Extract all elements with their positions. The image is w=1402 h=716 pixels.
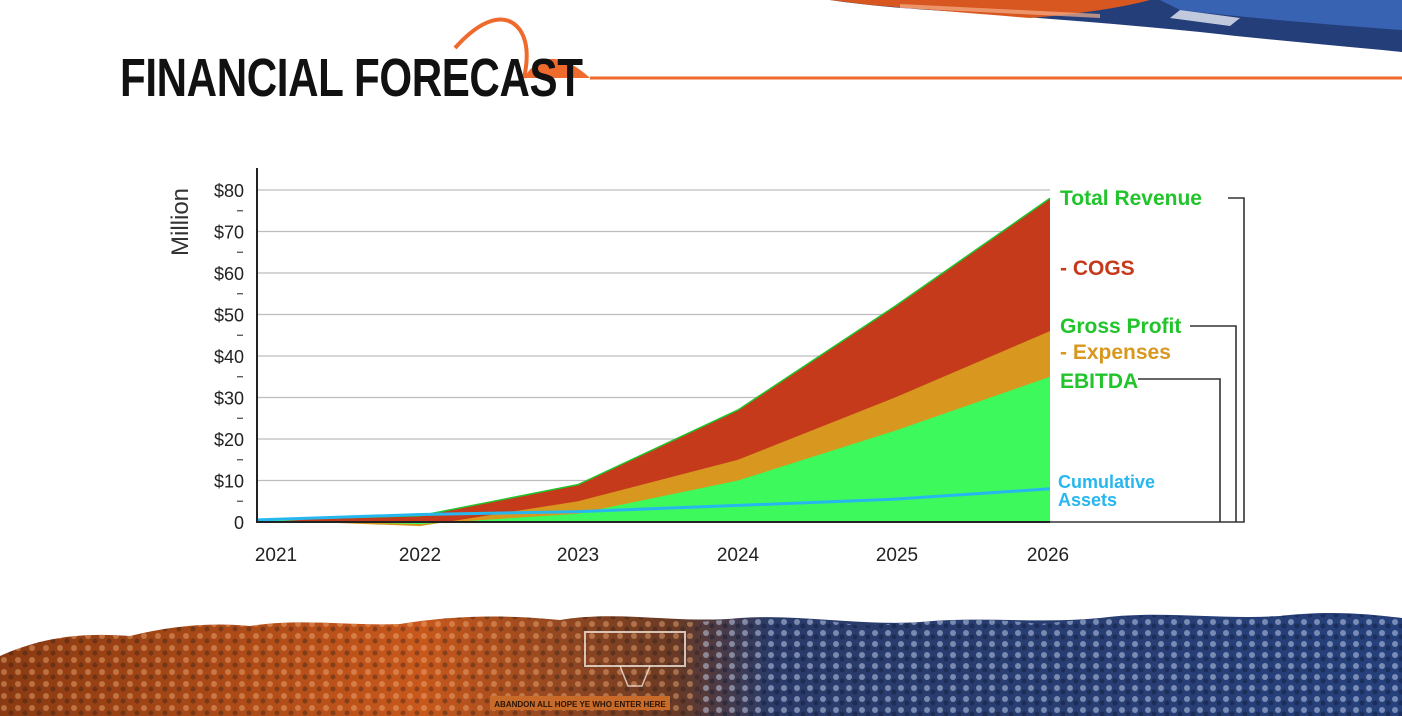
x-tick-label: 2024 bbox=[717, 545, 760, 566]
y-tick-label: $80 bbox=[214, 181, 244, 201]
legend-expenses: - Expenses bbox=[1060, 341, 1171, 364]
x-tick-label: 2023 bbox=[557, 545, 599, 566]
crowd-banner-image: ABANDON ALL HOPE YE WHO ENTER HERE bbox=[0, 612, 1402, 716]
x-tick-label: 2022 bbox=[399, 545, 441, 566]
y-axis-label: Million bbox=[167, 188, 194, 256]
y-tick-label: $50 bbox=[214, 306, 244, 326]
x-tick-labels: 2021 2022 2023 2024 2025 2026 bbox=[255, 545, 1069, 566]
legend-total-revenue: Total Revenue bbox=[1060, 187, 1202, 210]
legend-cumulative-assets-line2: Assets bbox=[1058, 490, 1117, 510]
y-tick-label: $10 bbox=[214, 472, 244, 492]
axes bbox=[256, 168, 1050, 523]
y-tick-label: $20 bbox=[214, 430, 244, 450]
x-tick-label: 2026 bbox=[1027, 545, 1069, 566]
x-tick-label: 2021 bbox=[255, 545, 297, 566]
legend-brackets bbox=[1050, 197, 1245, 523]
area-ebitda bbox=[258, 376, 1050, 525]
x-tick-label: 2025 bbox=[876, 545, 918, 566]
page-title: FINANCIAL FORECAST bbox=[120, 48, 583, 108]
top-brush-decoration bbox=[453, 0, 1402, 80]
y-tick-label: $40 bbox=[214, 347, 244, 367]
y-tick-label: $30 bbox=[214, 389, 244, 409]
legend-ebitda: EBITDA bbox=[1060, 370, 1138, 393]
legend-cogs: - COGS bbox=[1060, 257, 1135, 280]
y-tick-label: $70 bbox=[214, 223, 244, 243]
line-cumulative-assets bbox=[257, 487, 1051, 522]
banner-sign-text: ABANDON ALL HOPE YE WHO ENTER HERE bbox=[494, 700, 666, 709]
legend-cumulative-assets-line1: Cumulative bbox=[1058, 472, 1155, 492]
y-tick-labels: 0 $10 $20 $30 $40 $50 $60 $70 $80 bbox=[214, 181, 244, 533]
legend-gross-profit: Gross Profit bbox=[1060, 315, 1181, 338]
y-tick-label: $60 bbox=[214, 264, 244, 284]
y-tick-label: 0 bbox=[234, 513, 244, 533]
